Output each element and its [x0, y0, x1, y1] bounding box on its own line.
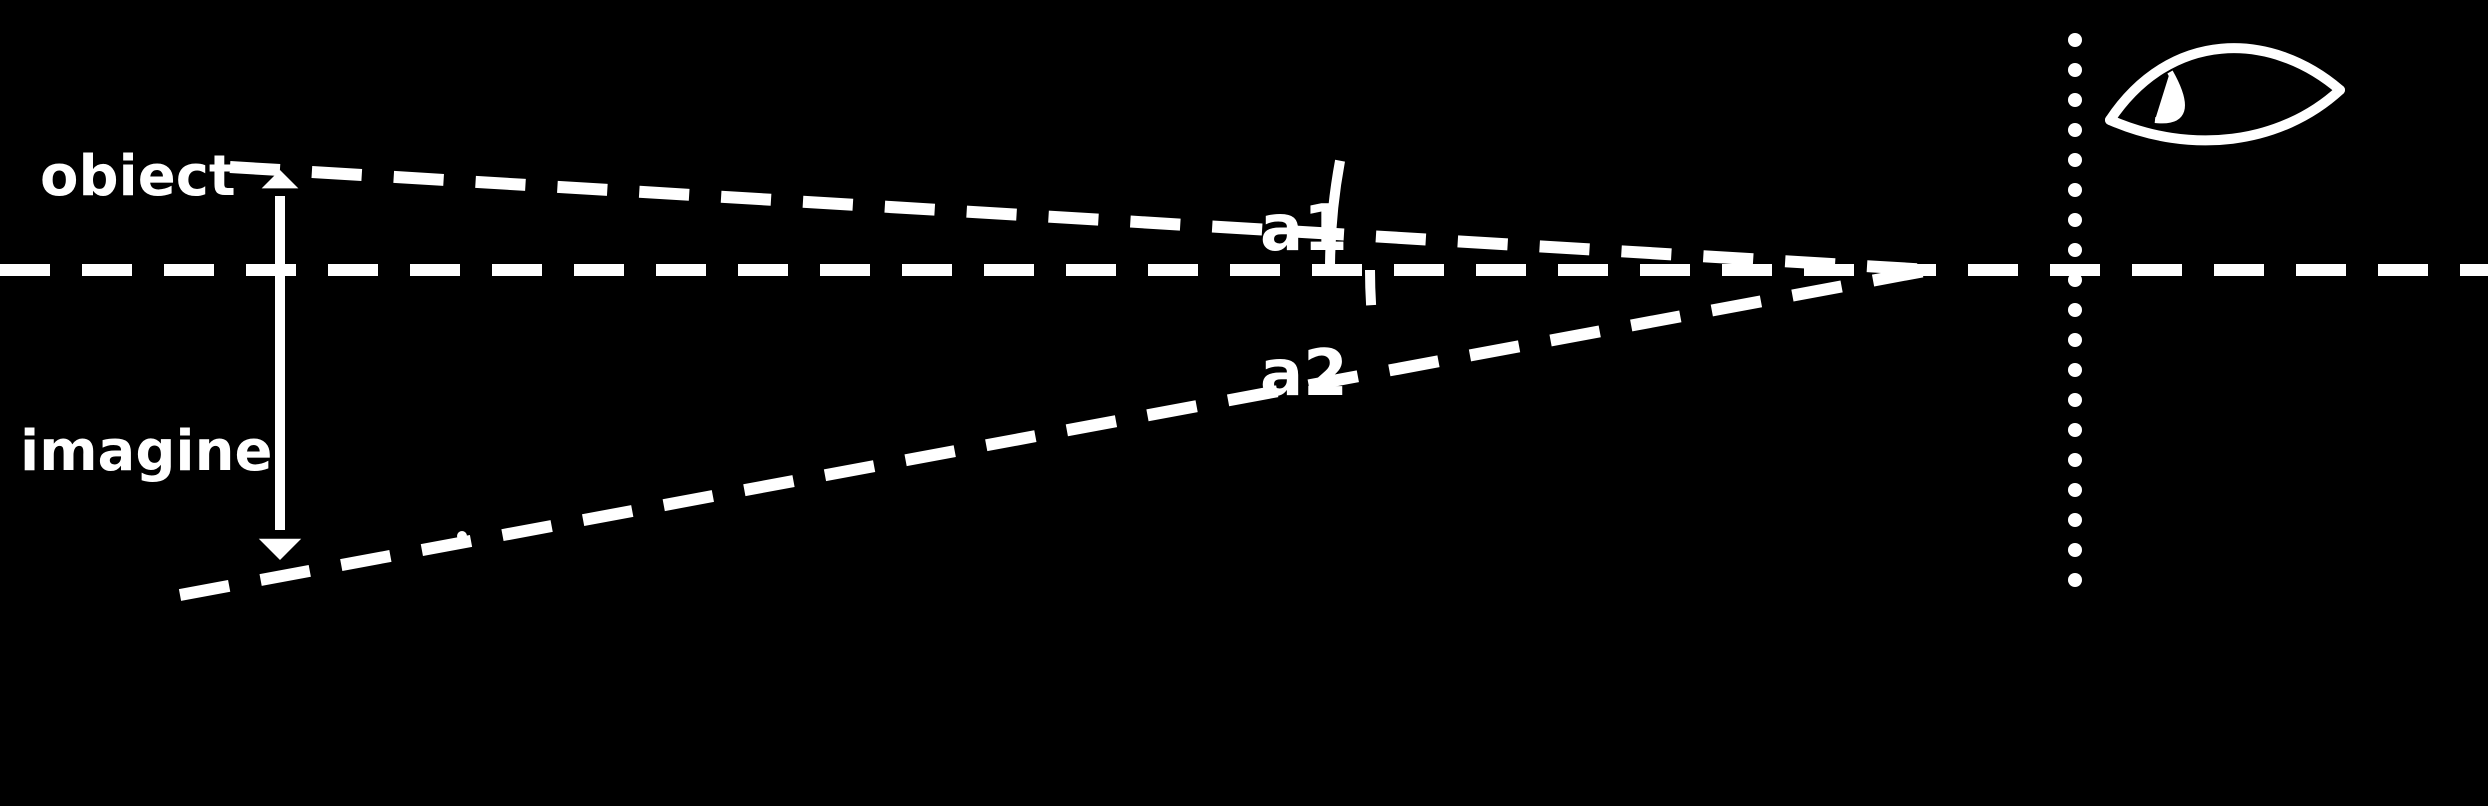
lens-plane-dot	[2068, 33, 2082, 47]
angle-a2-label: a2	[1260, 337, 1348, 411]
lens-plane-dot	[2068, 453, 2082, 467]
lens-plane-dot	[2068, 543, 2082, 557]
lens-plane-dot	[2068, 93, 2082, 107]
lens-plane-dot	[2068, 573, 2082, 587]
object-label: obiect	[40, 144, 236, 209]
image-label: imagine	[20, 419, 272, 484]
lens-plane-dot	[2068, 303, 2082, 317]
lens-plane-dot	[2068, 273, 2082, 287]
lens-plane-dot	[2068, 63, 2082, 77]
optics-diagram: obiect imagine a1 a2	[0, 0, 2488, 806]
angle-a1-arc	[1370, 270, 1371, 305]
lens-plane-dot	[2068, 333, 2082, 347]
ray-object	[230, 167, 1930, 270]
lens-plane-dot	[2068, 123, 2082, 137]
ray-image	[180, 270, 1930, 595]
lens-plane-dot	[2068, 513, 2082, 527]
angle-a1-label: a1	[1260, 192, 1348, 266]
eye-icon	[2110, 48, 2340, 140]
image-arrow-head	[259, 539, 301, 560]
lens-plane-dot	[2068, 243, 2082, 257]
lens-plane-dot	[2068, 213, 2082, 227]
lens-plane-dot	[2068, 393, 2082, 407]
ray-image-dot	[457, 531, 467, 541]
lens-plane-dot	[2068, 363, 2082, 377]
lens-plane-dot	[2068, 423, 2082, 437]
lens-plane-dot	[2068, 153, 2082, 167]
lens-plane-dot	[2068, 183, 2082, 197]
lens-plane-dot	[2068, 483, 2082, 497]
